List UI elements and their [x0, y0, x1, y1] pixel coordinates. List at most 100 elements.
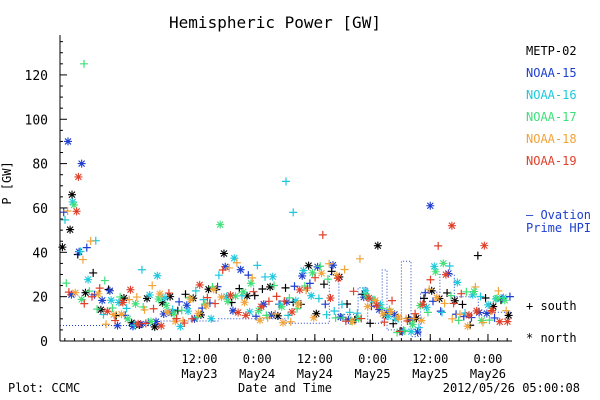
- data-point-north: [186, 295, 195, 304]
- data-point-north: [230, 254, 239, 263]
- data-point-south: [282, 177, 290, 186]
- data-point-south: [284, 311, 293, 320]
- data-point-north: [81, 288, 90, 297]
- axes: 02040608010012012:00May230:00May2412:00M…: [25, 35, 512, 381]
- data-point-north: [407, 327, 416, 336]
- data-point-north: [170, 310, 179, 319]
- data-point-north: [77, 159, 86, 168]
- data-point-north: [113, 321, 122, 330]
- data-point-north: [379, 309, 388, 318]
- data-point-south: [420, 294, 429, 303]
- data-point-south: [86, 237, 95, 246]
- data-point-north: [153, 271, 162, 280]
- data-point-south: [494, 286, 503, 295]
- data-point-south: [211, 299, 220, 308]
- data-point-north: [488, 306, 497, 315]
- data-point-north: [171, 317, 180, 326]
- data-point-south: [85, 287, 94, 296]
- x-axis-label: Date and Time: [238, 381, 332, 395]
- data-point-north: [326, 294, 335, 303]
- data-point-north: [255, 316, 264, 325]
- data-point-north: [152, 317, 161, 326]
- data-point-south: [409, 314, 418, 323]
- data-point-north: [240, 298, 249, 307]
- data-point-south: [63, 207, 72, 216]
- data-point-north: [317, 269, 326, 278]
- data-point-south: [481, 294, 490, 303]
- x-tick-label-time: 0:00: [358, 352, 387, 366]
- data-point-south: [108, 303, 117, 312]
- data-point-south: [93, 305, 102, 314]
- legend-hemisphere-south: + south: [526, 299, 577, 313]
- data-point-north: [103, 307, 112, 316]
- data-point-south: [455, 310, 464, 319]
- data-point-south: [380, 318, 389, 327]
- data-point-south: [285, 293, 294, 302]
- chart-title: Hemispheric Power [GW]: [169, 13, 381, 32]
- data-point-south: [111, 316, 120, 325]
- data-point-south: [102, 320, 111, 329]
- data-point-south: [449, 299, 458, 308]
- data-point-south: [403, 316, 412, 325]
- y-tick-label: 60: [32, 202, 48, 217]
- legend-entry: NOAA-18: [526, 132, 577, 146]
- data-point-north: [209, 285, 218, 294]
- data-point-north: [254, 306, 263, 315]
- data-point-south: [440, 299, 449, 308]
- data-point-north: [266, 282, 275, 291]
- data-point-south: [286, 317, 295, 326]
- data-point-south: [355, 254, 364, 263]
- data-point-north: [154, 295, 163, 304]
- data-point-north: [268, 272, 277, 281]
- data-point-north: [161, 293, 170, 302]
- data-point-north: [375, 305, 384, 314]
- ovation-hpi-line: [60, 260, 512, 338]
- data-point-south: [323, 275, 332, 284]
- data-point-north: [382, 308, 391, 317]
- data-point-north: [418, 300, 427, 309]
- data-point-north: [309, 313, 318, 322]
- y-axis-label: P [GW]: [0, 161, 14, 204]
- data-point-north: [236, 265, 245, 274]
- data-point-south: [428, 297, 437, 306]
- data-point-north: [150, 322, 159, 331]
- y-tick-label: 120: [25, 69, 48, 84]
- y-tick-label: 80: [32, 158, 48, 173]
- data-point-north: [344, 315, 353, 324]
- data-point-south: [290, 282, 299, 291]
- data-point-north: [109, 310, 118, 319]
- data-point-south: [149, 304, 158, 313]
- data-point-north: [463, 322, 472, 331]
- data-point-south: [99, 310, 108, 319]
- data-point-south: [305, 279, 314, 288]
- data-point-north: [482, 309, 491, 318]
- data-point-north: [417, 316, 426, 325]
- data-point-south: [250, 291, 259, 300]
- data-point-north: [282, 298, 291, 307]
- data-point-south: [473, 251, 482, 260]
- data-point-north: [228, 306, 237, 315]
- data-point-south: [490, 313, 499, 322]
- data-point-south: [330, 306, 339, 315]
- x-tick-label-date: May24: [239, 367, 275, 381]
- data-point-south: [353, 309, 362, 318]
- data-point-south: [395, 327, 404, 336]
- data-point-north: [182, 301, 191, 310]
- data-point-north: [176, 322, 185, 331]
- data-point-south: [87, 292, 96, 301]
- data-point-south: [425, 285, 434, 294]
- data-point-south: [122, 304, 131, 313]
- data-point-south: [337, 300, 346, 309]
- x-tick-label-date: May24: [297, 367, 333, 381]
- data-point-south: [191, 286, 200, 295]
- data-point-north: [363, 302, 372, 311]
- x-tick-label-time: 0:00: [474, 352, 503, 366]
- data-point-south: [164, 289, 173, 298]
- data-point-north: [155, 289, 164, 298]
- data-point-north: [69, 200, 78, 209]
- x-tick-label-time: 12:00: [181, 352, 217, 366]
- plot-credit: Plot: CCMC: [8, 381, 80, 395]
- legend-entry: NOAA-19: [526, 154, 577, 168]
- data-point-north: [394, 313, 403, 322]
- plot-timestamp: 2012/05/26 05:00:08: [443, 381, 580, 395]
